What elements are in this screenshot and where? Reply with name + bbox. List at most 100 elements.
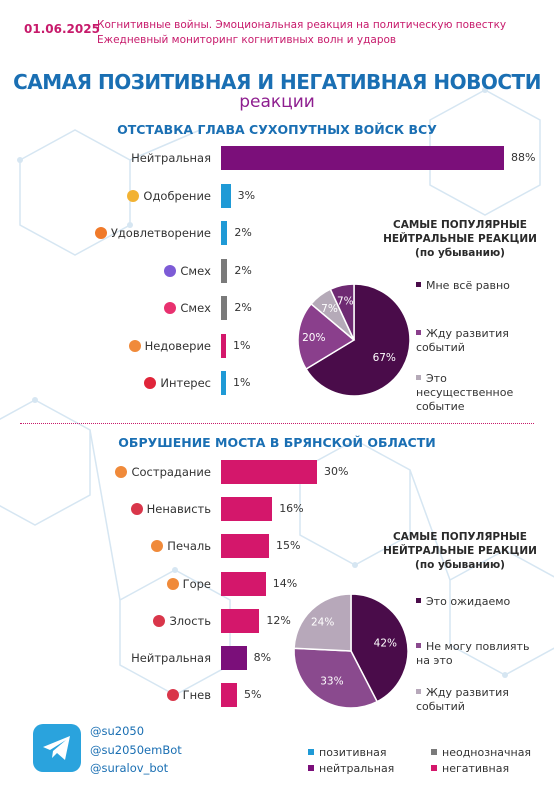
chart2-title: ОБРУШЕНИЕ МОСТА В БРЯНСКОЙ ОБЛАСТИ <box>118 435 436 450</box>
pie-slice-label: 42% <box>374 638 397 650</box>
legend-ambiguous: неоднозначная <box>431 746 531 759</box>
bar-value-label: 16% <box>279 502 304 516</box>
bar-row: Нейтральная 88% <box>0 146 554 170</box>
bar-row: Злость 12% <box>0 608 554 633</box>
pie-slice <box>293 593 352 652</box>
pie-legend-swatch <box>416 689 421 694</box>
pie-legend-label: Это ожидаемо <box>426 595 511 608</box>
pie-legend-item: Жду развития событий <box>416 686 546 714</box>
bar-value-label: 2% <box>234 226 252 239</box>
bar-value-label: 1% <box>233 376 251 389</box>
bar-category-text: Гнев <box>182 688 211 703</box>
question-icon <box>144 377 157 389</box>
bar-category-label: Одобрение <box>127 184 211 208</box>
page-title: САМАЯ ПОЗИТИВНАЯ И НЕГАТИВНАЯ НОВОСТИ <box>13 70 541 94</box>
contact-handle-3[interactable]: @suralov_bot <box>90 761 169 775</box>
pie-slice-label: 20% <box>302 332 325 344</box>
pie-legend-label: Жду развития событий <box>416 686 509 713</box>
bar-category-label: Смех <box>164 259 211 283</box>
bar <box>221 608 260 633</box>
bar-category-text: Нейтральная <box>131 151 211 165</box>
bar <box>221 460 317 484</box>
report-subtitle-line2: Ежедневный мониторинг когнитивных волн и… <box>97 34 397 46</box>
legend-negative-swatch <box>431 765 437 771</box>
bar <box>221 221 228 245</box>
pie1-chart: 67% 20% 7%7% <box>297 283 411 397</box>
report-subtitle: Когнитивные войны. Эмоциональная реакция… <box>97 18 537 48</box>
chart1-title: ОТСТАВКА ГЛАВА СУХОПУТНЫХ ВОЙСК ВСУ <box>117 122 437 137</box>
laugh-icon <box>164 264 177 277</box>
contact-handle-2[interactable]: @su2050emBot <box>90 742 182 757</box>
legend-ambiguous-swatch <box>431 749 437 755</box>
pie-slice <box>297 302 356 371</box>
bar-row: Печаль 15% <box>0 534 554 559</box>
bar-row: Смех 2% <box>0 258 554 283</box>
pie2-title-line1: САМЫЕ ПОПУЛЯРНЫЕ <box>393 531 527 543</box>
bar-value-label: 88% <box>511 151 536 164</box>
bar-row: Горе 14% <box>0 571 554 596</box>
pie-slice-label: 24% <box>311 616 334 628</box>
legend-positive-swatch <box>308 749 314 755</box>
bar-category-text: Одобрение <box>143 188 211 203</box>
bar-category-text: Интерес <box>160 376 211 390</box>
pie2-title-line3: (по убыванию) <box>415 559 505 571</box>
pie-slice <box>350 593 409 703</box>
bar-row: Интерес 1% <box>0 371 554 395</box>
bar-category-label: Печаль <box>151 534 211 558</box>
bar <box>221 497 273 522</box>
pie1-title-line2: НЕЙТРАЛЬНЫЕ РЕАКЦИИ <box>383 233 537 245</box>
pie-legend-label: Мне всё равно <box>426 279 510 292</box>
bar-row: Ненависть 16% <box>0 497 554 522</box>
bar <box>221 683 237 708</box>
bar-category-label: Нейтральная <box>131 146 211 170</box>
grin-icon <box>164 302 177 314</box>
bar-category-text: Недоверие <box>144 338 211 353</box>
contact-handle-1[interactable]: @su2050 <box>90 724 145 738</box>
smile-icon <box>94 227 107 239</box>
pie-legend-label: Это несущественное событие <box>416 372 514 413</box>
legend-negative-label: негативная <box>442 762 510 775</box>
bar <box>221 258 228 283</box>
bar-value-label: 8% <box>253 651 272 664</box>
bar-category-label: Нейтральная <box>131 646 211 670</box>
pie2-title-line2: НЕЙТРАЛЬНЫЕ РЕАКЦИИ <box>383 545 537 557</box>
handshake-icon <box>127 189 140 202</box>
bar <box>221 534 269 559</box>
pie-legend-label: Не могу повлиять на это <box>416 640 530 667</box>
pie1-title-line1: САМЫЕ ПОПУЛЯРНЫЕ <box>393 219 527 231</box>
bar-value-label: 30% <box>324 465 349 478</box>
bar-category-label: Удовлетворение <box>94 221 211 245</box>
pie1-title: САМЫЕ ПОПУЛЯРНЫЕ НЕЙТРАЛЬНЫЕ РЕАКЦИИ (по… <box>370 218 550 260</box>
bar-value-label: 2% <box>234 301 252 314</box>
pie-legend-swatch <box>416 282 421 287</box>
bar-row: Сострадание 30% <box>0 460 554 484</box>
pie2-title: САМЫЕ ПОПУЛЯРНЫЕ НЕЙТРАЛЬНЫЕ РЕАКЦИИ (по… <box>370 530 550 572</box>
pie-legend-item: Это ожидаемо <box>416 595 546 609</box>
bar-value-label: 15% <box>276 539 301 553</box>
bar-category-text: Удовлетворение <box>110 226 211 240</box>
bar-value-label: 5% <box>244 688 262 702</box>
pie-slice-label: 7% <box>337 296 354 308</box>
report-date: 01.06.2025 <box>24 22 100 36</box>
bar-row: Одобрение 3% <box>0 183 554 208</box>
legend-ambiguous-label: неоднозначная <box>442 746 532 759</box>
bar <box>221 183 231 208</box>
bar-category-label: Ненависть <box>130 497 211 521</box>
bar-category-label: Горе <box>166 572 211 596</box>
bar-category-text: Смех <box>180 263 211 278</box>
bar-row: Удовлетворение 2% <box>0 221 554 245</box>
bar-value-label: 3% <box>237 188 256 202</box>
pie-slice <box>293 647 379 709</box>
sad-icon <box>115 466 128 478</box>
sad-icon <box>166 577 179 590</box>
bar-category-text: Нейтральная <box>131 651 211 665</box>
bar-category-text: Злость <box>169 613 211 628</box>
pie-legend-label: Жду развития событий <box>416 327 509 354</box>
bar-category-text: Смех <box>180 301 211 315</box>
pie-legend-item: Не могу повлиять на это <box>416 640 546 668</box>
angry-icon <box>166 689 179 702</box>
angry-icon <box>153 614 166 627</box>
pie-legend-swatch <box>416 375 421 380</box>
legend-neutral-swatch <box>308 765 314 771</box>
